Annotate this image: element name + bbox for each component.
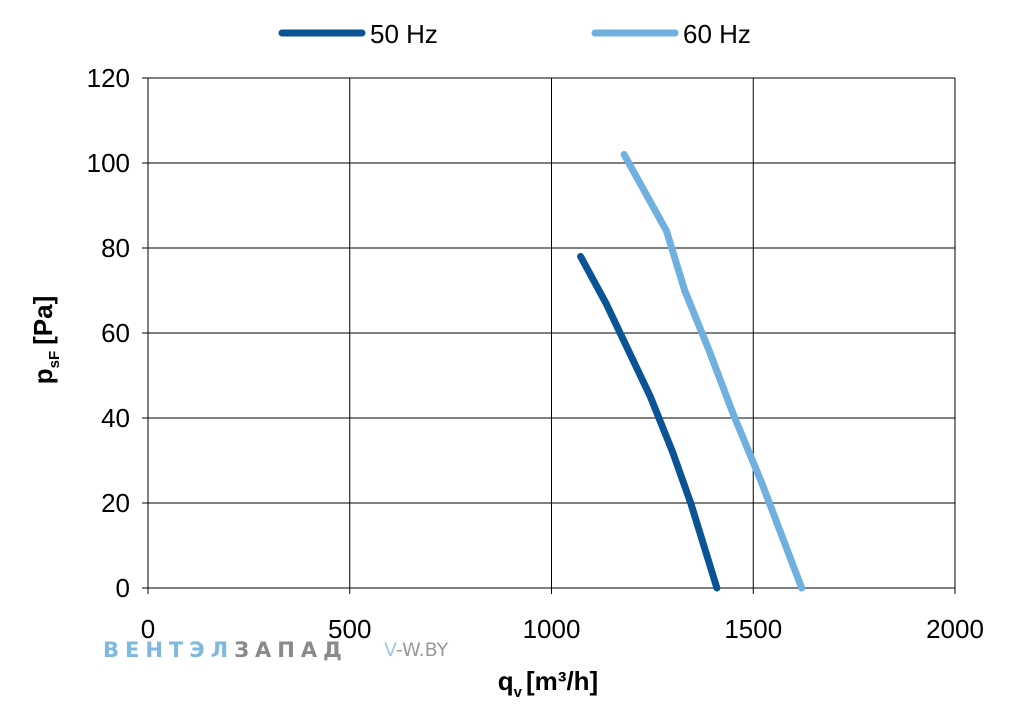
legend: 50 Hz 60 Hz [278, 19, 751, 49]
svg-text:V-W.BY: V-W.BY [384, 639, 449, 661]
svg-text:psF[Pa]: psF [Pa] [28, 296, 63, 385]
y-axis-label-main: p [28, 368, 58, 384]
x-tick-label: 2000 [926, 614, 984, 644]
x-axis-label-unit: [m³/h] [526, 666, 598, 696]
y-tick-label: 20 [101, 488, 130, 518]
watermark-site-a: V [384, 639, 397, 661]
x-axis-label-main: q [498, 666, 514, 696]
svg-text:ВЕНТЭЛЗАПАД: ВЕНТЭЛЗАПАД [103, 638, 348, 662]
watermark-part1: ВЕНТЭЛ [103, 638, 234, 662]
x-axis-label-sub: v [514, 684, 523, 701]
x-tick-label: 0 [141, 614, 155, 644]
legend-label-50hz: 50 Hz [370, 19, 438, 49]
y-axis-label-sub: sF [46, 351, 63, 369]
y-tick-label: 80 [101, 233, 130, 263]
y-tick-labels: 0 20 40 60 80 100 120 [87, 63, 130, 603]
y-axis-label-unit: [Pa] [28, 296, 58, 345]
x-tick-labels: 0 500 1000 1500 2000 [141, 614, 984, 644]
x-tick-label: 500 [328, 614, 371, 644]
watermark-site-b: -W.BY [396, 639, 449, 661]
y-axis-label: psF [Pa] [28, 296, 63, 385]
legend-label-60hz: 60 Hz [683, 19, 751, 49]
x-tick-label: 1500 [724, 614, 782, 644]
series-line-50hz [577, 253, 721, 592]
x-axis-label: qv [m³/h] [498, 666, 598, 701]
watermark: ВЕНТЭЛЗАПАД V-W.BY [103, 638, 449, 662]
grid [142, 77, 956, 594]
x-tick-label: 1000 [523, 614, 581, 644]
series-line-60hz [620, 151, 806, 592]
watermark-part2: ЗАПАД [234, 638, 348, 662]
y-tick-label: 0 [116, 573, 130, 603]
y-tick-label: 60 [101, 318, 130, 348]
series-lines [577, 151, 806, 592]
y-tick-label: 40 [101, 403, 130, 433]
y-tick-label: 100 [87, 148, 130, 178]
y-tick-label: 120 [87, 63, 130, 93]
